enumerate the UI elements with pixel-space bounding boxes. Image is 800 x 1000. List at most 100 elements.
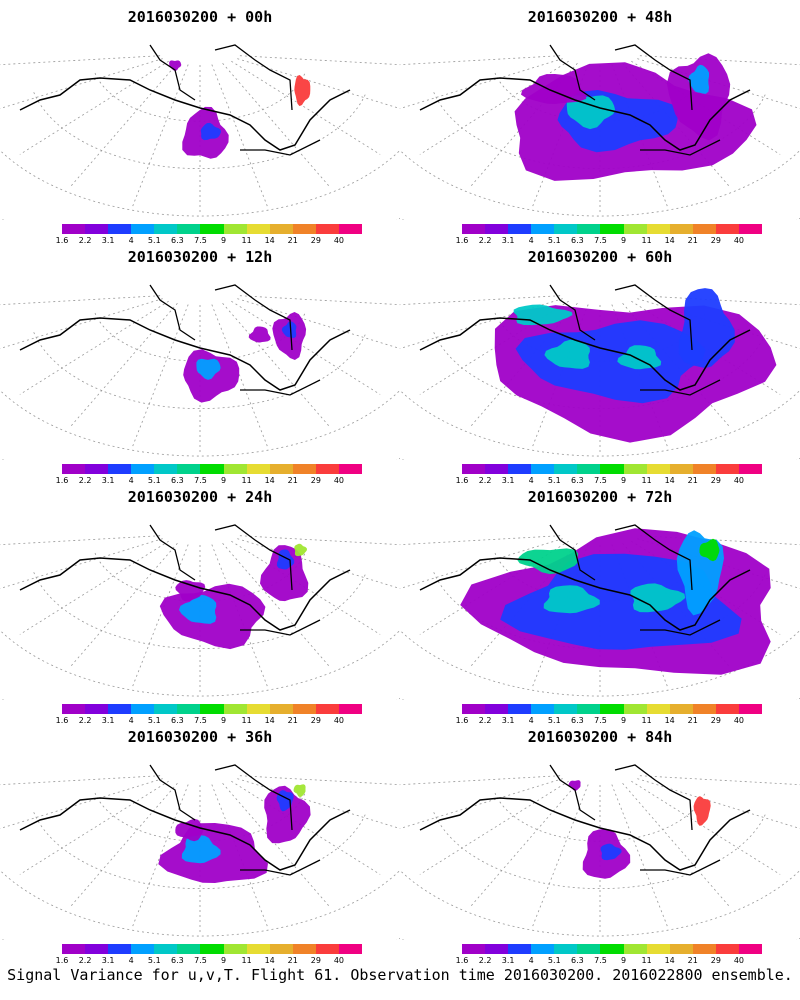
meridian-line [419,540,569,635]
meridian-line [0,58,163,109]
latitude-circle [33,572,367,650]
colorbar-swatch [108,704,132,714]
colorbar-tick-label: 4 [128,236,134,245]
colorbar-tick-label: 3.1 [101,236,115,245]
variance-field [600,843,622,861]
colorbar-swatch [485,944,509,954]
colorbar-tick-label: 7.5 [194,476,207,485]
colorbar-tick-label: 29 [710,956,721,965]
colorbar-tick-label: 3.1 [501,236,515,245]
meridian-line [231,540,381,635]
meridian-line [131,784,189,928]
colorbar-swatch [508,464,532,474]
colorbar-swatch [315,944,339,954]
colorbar-tick-label: 29 [710,716,721,725]
colorbar-swatch [62,944,86,954]
colorbar-tick-label: 11 [241,476,252,485]
meridian-line [19,780,169,875]
variance-field [260,545,309,602]
variance-field [688,64,709,94]
map-panel-72h: 2016030200 + 72h 1.6 2.2 3.1 4 5.1 6.3 7.5 9 11 1… [400,480,800,725]
variance-field [515,320,706,404]
colorbar-swatch [623,224,647,234]
colorbar-swatch [531,464,555,474]
meridian-line [400,58,563,109]
coastline [549,44,721,156]
colorbar-tick-label: 5.1 [547,716,561,725]
colorbar-tick-label: 4 [528,476,534,485]
latitude-circle [33,812,367,890]
colorbar-tick-label: 4 [528,236,534,245]
colorbar-tick-label: 21 [287,956,298,965]
colorbar [462,464,763,474]
polar-map [0,524,400,700]
meridian-line [0,535,161,546]
colorbar-tick-label: 1.6 [455,716,469,725]
colorbar-swatch [315,704,339,714]
colorbar-tick-label: 21 [287,476,298,485]
colorbar-tick-label: 3.1 [101,476,115,485]
panel-title: 2016030200 + 00h [127,8,273,26]
colorbar-tick-label: 40 [333,956,345,965]
colorbar-tick-label: 11 [241,716,252,725]
variance-field [248,326,271,343]
colorbar-tick-label: 7.5 [594,236,607,245]
variance-field [517,548,579,575]
colorbar-swatch [269,464,293,474]
colorbar-tick-label: 3.1 [101,956,115,965]
meridian-line [0,55,161,66]
latitude-circle [400,149,800,217]
meridian-line [239,55,400,66]
variance-field [521,74,587,104]
meridian-line [69,302,178,428]
colorbar-swatch [692,704,716,714]
colorbar-tick-label: 40 [333,476,345,485]
colorbar-tick-label: 9 [220,476,227,485]
meridian-line [239,535,400,546]
colorbar-swatch [577,704,601,714]
colorbar-swatch [154,704,178,714]
colorbar-swatch [508,224,532,234]
meridian-line [237,298,400,349]
colorbar-tick-label: 11 [241,956,252,965]
colorbar-tick-label: 11 [641,716,652,725]
colorbar-tick-label: 40 [333,716,345,725]
meridian-line [611,784,669,928]
colorbar-swatch [692,944,716,954]
variance-field [678,288,735,369]
latitude-circle [0,629,400,697]
colorbar-swatch [669,464,693,474]
colorbar-tick-label: 2.2 [78,956,92,965]
colorbar-tick-label: 21 [687,476,698,485]
colorbar-swatch [600,464,624,474]
colorbar-swatch [623,464,647,474]
colorbar [62,944,363,954]
colorbar-swatch [177,464,201,474]
colorbar-swatch [269,944,293,954]
meridian-line [400,775,561,786]
meridian-line [639,55,800,66]
map-panel-84h: 2016030200 + 84h 1.6 2.2 3.1 4 5.1 6.3 7.5 9 11 1… [400,720,800,965]
colorbar-tick-label: 4 [128,476,134,485]
colorbar-swatch [62,464,86,474]
meridian-line [639,295,800,306]
meridian-line [19,540,169,635]
colorbar-tick-label: 5.1 [547,956,561,965]
colorbar-swatch [223,944,247,954]
colorbar-swatch [315,224,339,234]
colorbar-swatch [669,704,693,714]
colorbar-swatch [531,944,555,954]
colorbar-tick-label: 14 [664,956,675,965]
variance-field [181,835,221,864]
colorbar-swatch [338,944,363,954]
meridian-line [231,300,381,395]
coastline [419,797,751,871]
colorbar-swatch [177,704,201,714]
colorbar-swatch [246,944,270,954]
colorbar-tick-label: 6.3 [171,476,184,485]
colorbar-swatch [108,224,132,234]
coastline [19,557,351,631]
coastline [549,524,721,636]
colorbar-swatch [462,944,486,954]
colorbar-tick-label: 9 [220,956,227,965]
